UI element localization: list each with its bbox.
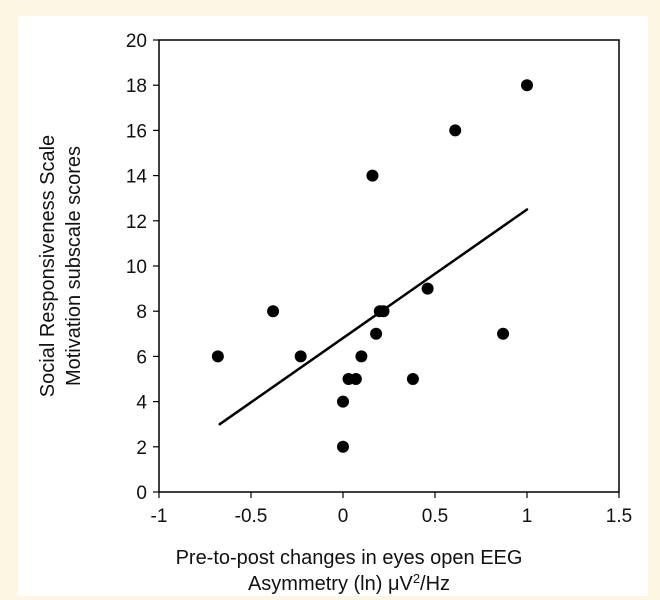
- y-tick-label: 16: [126, 121, 147, 142]
- y-axis-ticks: 0 2 4 6 8 10 12 14 16 18 20: [126, 31, 159, 504]
- y-tick-label: 6: [136, 347, 147, 368]
- x-tick-label: 1.5: [606, 506, 632, 527]
- x-tick-label: 0.5: [422, 506, 448, 527]
- data-point: [449, 124, 462, 137]
- x-axis-label-line-1: Pre-to-post changes in eyes open EEG: [176, 547, 523, 569]
- y-axis-label-line-1: Social Responsiveness Scale: [37, 135, 59, 397]
- data-point: [349, 373, 362, 385]
- y-tick-label: 0: [136, 483, 147, 504]
- data-point: [337, 440, 349, 453]
- y-tick-label: 10: [126, 257, 147, 278]
- data-point: [421, 282, 434, 295]
- data-points: [211, 79, 533, 453]
- x-axis-ticks: -1 -0.5 0 0.5 1 1.5: [151, 492, 632, 527]
- trendline: [218, 208, 529, 426]
- x-tick-label: -1: [151, 506, 168, 527]
- data-point: [366, 169, 379, 182]
- chart-svg: 0 2 4 6 8 10 12 14 16 18 20 -1 -0.5 0 0.5 1 1.5 Social …: [37, 31, 632, 596]
- x-tick-label: 0: [338, 506, 349, 527]
- data-point: [211, 350, 224, 363]
- x-axis-label-superscript: 2: [413, 571, 420, 586]
- data-point: [337, 395, 349, 408]
- plot-area: [158, 39, 620, 493]
- y-tick-label: 20: [126, 31, 147, 52]
- data-point: [406, 373, 419, 385]
- y-tick-label: 4: [136, 393, 147, 414]
- data-point: [521, 79, 533, 92]
- x-tick-label: 1: [522, 506, 533, 527]
- x-tick-label: -0.5: [235, 506, 268, 527]
- data-point: [294, 350, 307, 363]
- data-point: [355, 350, 368, 363]
- y-tick-label: 14: [126, 167, 148, 188]
- data-point: [377, 305, 390, 318]
- data-point: [267, 305, 280, 318]
- scatter-chart: 0 2 4 6 8 10 12 14 16 18 20 -1 -0.5 0 0.5 1 1.5 Social …: [18, 16, 648, 596]
- x-axis-label-part: /Hz: [420, 573, 450, 595]
- data-point: [497, 327, 510, 340]
- y-tick-label: 18: [126, 76, 147, 97]
- x-axis-label-line-2: Asymmetry (ln) μV2/Hz: [248, 571, 450, 596]
- data-point: [370, 327, 383, 340]
- y-axis-label-line-2: Motivation subscale scores: [63, 146, 85, 386]
- x-axis-label-part: Asymmetry (ln) μV: [248, 573, 414, 595]
- y-tick-label: 12: [126, 212, 147, 233]
- trendline-group: [218, 208, 529, 426]
- y-tick-label: 2: [136, 438, 147, 459]
- y-tick-label: 8: [136, 302, 147, 323]
